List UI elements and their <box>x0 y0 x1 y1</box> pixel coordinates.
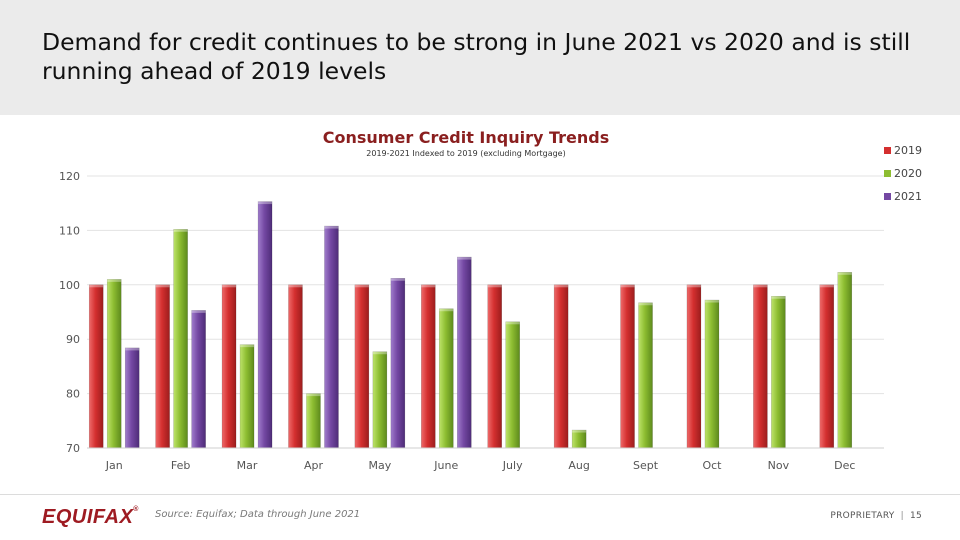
bar-cap-2019-sept <box>620 284 635 288</box>
bar-cap-2020-mar <box>240 344 255 348</box>
x-tick-label: July <box>502 459 523 472</box>
legend-label-2019: 2019 <box>894 144 922 157</box>
credit-inquiry-chart: Consumer Credit Inquiry Trends 2019-2021… <box>59 128 922 472</box>
bar-cap-2021-mar <box>258 201 273 205</box>
bar-cap-2021-jan <box>125 347 140 351</box>
bar-cap-2020-jan <box>107 279 122 282</box>
bar-2021-mar <box>257 201 273 449</box>
x-tick-label: Feb <box>171 459 190 472</box>
bar-2020-june <box>439 308 454 449</box>
bar-2021-apr <box>324 225 339 449</box>
bar-cap-2019-apr <box>288 284 303 288</box>
bar-2021-feb <box>191 310 206 449</box>
source-note: Source: Equifax; Data through June 2021 <box>155 509 361 520</box>
bar-2019-nov <box>753 284 768 449</box>
x-tick-label: Aug <box>568 459 589 472</box>
bar-2020-apr <box>306 393 321 449</box>
bar-2019-jan <box>88 284 104 449</box>
x-tick-label: May <box>369 459 392 472</box>
y-tick-label: 110 <box>59 224 80 237</box>
bar-2019-oct <box>686 284 702 449</box>
bar-2020-mar <box>239 344 255 449</box>
bar-cap-2021-feb <box>191 310 206 313</box>
y-tick-label: 80 <box>66 388 80 401</box>
legend-label-2021: 2021 <box>894 190 922 203</box>
bar-cap-2020-july <box>505 321 520 325</box>
bar-cap-2021-apr <box>324 226 339 229</box>
bar-2021-may <box>390 278 406 449</box>
x-tick-label: Jan <box>105 459 123 472</box>
x-tick-label: Oct <box>702 459 722 472</box>
bar-2021-jan <box>124 347 140 449</box>
footer-divider <box>0 494 960 495</box>
bar-2020-jan <box>106 279 122 449</box>
bar-cap-2019-oct <box>686 284 701 288</box>
bar-2020-sept <box>638 302 653 449</box>
title-bar: Demand for credit continues to be strong… <box>0 0 960 115</box>
chart-subtitle: 2019-2021 Indexed to 2019 (excluding Mor… <box>366 149 565 158</box>
y-tick-label: 100 <box>59 279 80 292</box>
bar-2019-may <box>354 284 370 449</box>
bar-2019-apr <box>288 284 303 449</box>
footer-proprietary: PROPRIETARY | 15 <box>830 511 922 521</box>
bar-cap-2019-mar <box>222 284 237 288</box>
bar-cap-2019-dec <box>819 284 834 288</box>
legend-swatch-2019 <box>884 147 891 154</box>
bar-cap-2019-may <box>354 284 369 288</box>
bar-2020-nov <box>771 295 786 449</box>
bar-2019-dec <box>819 284 835 449</box>
y-tick-label: 70 <box>66 442 80 455</box>
page-number: 15 <box>909 511 922 521</box>
bar-cap-2019-july <box>487 284 502 288</box>
logo-trademark: ® <box>133 506 139 513</box>
x-tick-label: Dec <box>834 459 855 472</box>
x-tick-label: Nov <box>768 459 790 472</box>
bar-cap-2019-jan <box>89 284 104 288</box>
bar-cap-2020-feb <box>173 229 188 232</box>
bar-2020-feb <box>173 229 188 449</box>
footer-separator: | <box>900 511 904 521</box>
x-tick-label: June <box>433 459 458 472</box>
x-tick-label: Mar <box>237 459 258 472</box>
bar-2019-feb <box>155 284 170 449</box>
bar-cap-2019-nov <box>753 284 768 288</box>
bar-cap-2020-dec <box>837 272 852 275</box>
bar-cap-2020-june <box>439 308 454 312</box>
bar-2020-oct <box>704 299 720 449</box>
x-tick-label: Sept <box>633 459 659 472</box>
legend-swatch-2020 <box>884 170 891 177</box>
bar-cap-2020-aug <box>572 430 587 433</box>
bar-2020-july <box>505 321 520 449</box>
legend-swatch-2021 <box>884 193 891 200</box>
bar-cap-2020-may <box>372 351 387 355</box>
bar-2021-june <box>457 256 472 449</box>
y-tick-label: 90 <box>66 333 80 346</box>
bar-2019-june <box>421 284 436 449</box>
bar-2019-sept <box>620 284 635 449</box>
bar-cap-2021-june <box>457 257 472 260</box>
proprietary-label: PROPRIETARY <box>830 511 895 521</box>
bar-2020-dec <box>837 272 853 449</box>
bar-2019-aug <box>553 284 569 449</box>
bar-cap-2019-feb <box>155 284 170 288</box>
legend-label-2020: 2020 <box>894 167 922 180</box>
slide-title: Demand for credit continues to be strong… <box>42 28 911 85</box>
bar-cap-2020-nov <box>771 296 786 299</box>
bar-cap-2020-oct <box>704 300 719 303</box>
bar-cap-2020-sept <box>638 302 653 306</box>
x-tick-label: Apr <box>304 459 324 472</box>
bar-2019-mar <box>221 284 237 449</box>
chart-title: Consumer Credit Inquiry Trends <box>323 128 610 147</box>
bar-cap-2021-may <box>390 278 405 281</box>
equifax-logo: EQUIFAX® <box>42 506 139 529</box>
bar-cap-2020-apr <box>306 393 321 397</box>
bar-2020-aug <box>571 429 587 449</box>
bar-2019-july <box>487 284 502 449</box>
y-tick-label: 120 <box>59 170 80 183</box>
logo-text: EQUIFAX <box>42 506 134 528</box>
bar-cap-2019-june <box>421 284 436 288</box>
bar-2020-may <box>372 351 388 449</box>
bar-cap-2019-aug <box>554 284 569 288</box>
